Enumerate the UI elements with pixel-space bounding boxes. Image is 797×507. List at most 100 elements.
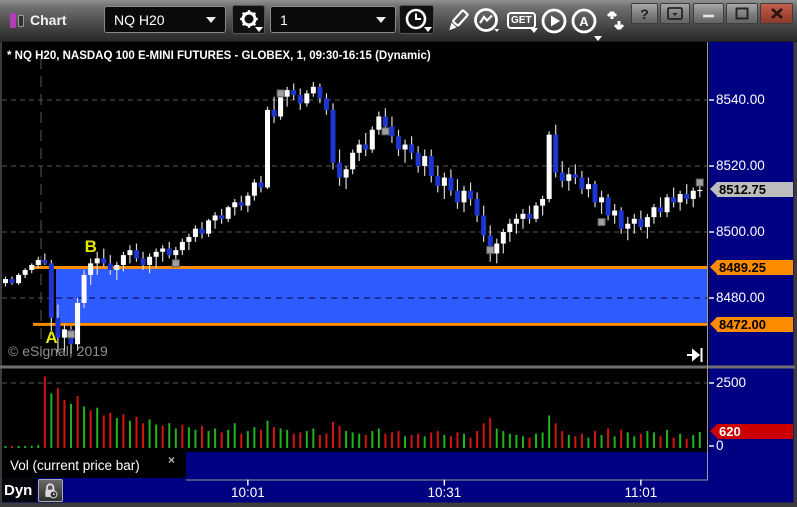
candle-body [664,197,670,213]
volume-bar [371,431,374,448]
pane-separator [0,365,795,369]
volume-bar [397,431,400,448]
time-axis-label: 10:31 [427,485,462,500]
volume-bar [594,431,596,448]
volume-bar [495,428,498,448]
volume-bar [345,431,348,448]
price-axis-label: 8520.00 [716,158,765,173]
candle-body [284,90,290,97]
volume-axis-label: 2500 [716,375,747,390]
volume-bar [253,427,256,448]
close-icon [770,7,783,20]
candle-body [363,144,369,150]
window-menu-button[interactable] [660,3,690,24]
go-to-latest-icon [687,348,703,362]
maximize-button[interactable] [726,3,758,24]
volume-bar [377,428,380,448]
candle-body [153,251,159,257]
draw-tool-button[interactable] [443,6,471,41]
candle-body [278,96,284,117]
candle-body [304,93,310,104]
candle-body [500,232,506,244]
window-menu-icon [667,7,683,20]
volume-bar [155,424,158,448]
volume-bar [148,419,151,448]
volume-bar [515,435,518,448]
volume-bar [390,432,393,448]
volume-bar [508,433,511,448]
close-button[interactable] [760,3,793,24]
symbol-dropdown[interactable]: NQ H20 [104,6,226,33]
volume-bar [50,393,53,448]
candle-body [22,269,28,275]
get-data-button[interactable]: GET [507,10,538,33]
volume-bar [115,418,118,448]
volume-bar [620,429,623,448]
candle-body [468,190,474,199]
line-chart-icon [474,8,500,33]
minimize-icon [703,14,714,18]
letter-a-icon: A [571,8,597,34]
candle-body [323,98,329,110]
interval-dropdown[interactable]: 1 [270,6,396,33]
lock-button[interactable] [38,479,63,502]
candle-body [350,152,356,170]
volume-bar [338,425,341,448]
candle-body [166,248,172,256]
candle-body [546,134,552,199]
candle-body [527,213,532,219]
volume-bar [672,437,675,448]
volume-bar [161,425,164,448]
volume-bar [646,431,649,448]
help-button[interactable]: ? [631,3,658,24]
candle-body [147,256,153,265]
candle-body [16,274,22,284]
chart-window-icon-2 [18,15,24,27]
candle-body [566,174,572,181]
zone-price-tag: 8489.25 [710,259,793,275]
close-icon[interactable]: × [168,453,176,467]
candle-body [618,210,624,229]
minimize-button[interactable] [693,3,724,24]
refresh-symbol-button[interactable] [602,6,630,41]
chart-plot-area[interactable] [2,42,707,451]
volume-bar [233,423,236,448]
volume-bar [109,412,112,448]
chart-type-button[interactable] [472,6,504,43]
tag-arrow [710,316,717,331]
volume-bar [613,436,616,448]
window-border-bottom [0,502,797,507]
volume-bar [685,438,688,448]
settings-button[interactable] [232,5,265,34]
volume-bar [214,428,217,448]
candle-body [389,126,395,137]
candle-body [690,190,696,199]
volume-bar [70,403,72,448]
volume-bar [128,420,131,448]
volume-bar [168,423,171,448]
titlebar[interactable]: Chart NQ H20 1 [0,0,797,42]
volume-bar [626,432,629,448]
volume-bar [607,428,610,448]
volume-bar [37,445,40,448]
volume-bar [181,424,184,448]
candle-body [677,194,683,203]
time-template-button[interactable] [399,5,434,34]
candle-body [120,255,126,265]
volume-bar [692,435,695,448]
candle-body [265,109,270,188]
candle-body [454,190,460,203]
volume-bar [89,410,92,448]
maximize-icon [735,7,749,20]
analysis-button[interactable]: A [570,6,602,43]
window-title: Chart [30,12,67,28]
chart-symbol-title: * NQ H20, NASDAQ 100 E-MINI FUTURES - GL… [7,50,431,62]
candle-body [55,317,61,338]
interval-value: 1 [280,11,288,28]
candle-body [553,134,559,173]
candle-body [605,197,611,216]
candle-body [173,250,179,256]
play-button[interactable] [539,6,569,41]
